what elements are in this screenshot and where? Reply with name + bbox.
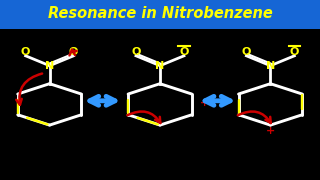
Text: O: O: [69, 47, 78, 57]
Text: O: O: [131, 47, 141, 57]
FancyBboxPatch shape: [0, 0, 320, 29]
Text: O: O: [21, 47, 30, 57]
Text: N: N: [266, 61, 275, 71]
Text: O: O: [242, 47, 251, 57]
Text: O: O: [179, 47, 189, 57]
Text: O: O: [290, 47, 299, 57]
Text: Resonance in Nitrobenzene: Resonance in Nitrobenzene: [48, 6, 272, 21]
Text: +: +: [200, 98, 209, 109]
Text: +: +: [266, 125, 275, 136]
Text: N: N: [45, 61, 54, 71]
Text: N: N: [156, 61, 164, 71]
